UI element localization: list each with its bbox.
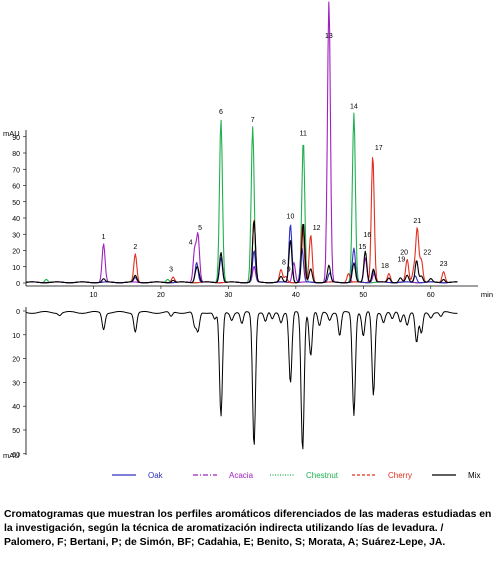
top-x-tick-label: 30 <box>224 292 232 299</box>
top-y-tick-label: 60 <box>12 184 20 191</box>
bottom-y-axis-label: mAU <box>3 451 20 460</box>
top-x-tick-label: 20 <box>157 292 165 299</box>
peak-label-4: 4 <box>189 239 193 246</box>
legend-label-oak: Oak <box>148 471 164 480</box>
top-y-tick-label: 20 <box>12 249 20 256</box>
legend-label-cherry: Cherry <box>388 471 412 480</box>
peak-label-2: 2 <box>133 244 137 251</box>
trace-oak <box>25 224 458 284</box>
chromatogram-figure: 0 10 20 30 40 50 60 70 80 90 mAU 10 20 30 40 50 60 min 0 10… <box>3 1 493 480</box>
peak-label-16: 16 <box>363 232 371 239</box>
top-x-axis-label: min <box>481 290 493 299</box>
legend-label-chestnut: Chestnut <box>306 471 339 480</box>
trace-acacia <box>25 1 458 284</box>
peak-label-17: 17 <box>375 145 383 152</box>
peak-label-8: 8 <box>282 260 286 267</box>
top-y-tick-label: 80 <box>12 151 20 158</box>
peak-label-15: 15 <box>358 244 366 251</box>
bottom-y-tick-label: 40 <box>12 404 20 411</box>
top-y-tick-label: 40 <box>12 216 20 223</box>
peak-label-18: 18 <box>381 263 389 270</box>
trace-mix <box>25 220 458 284</box>
top-y-tick-label: 50 <box>12 200 20 207</box>
peak-label-14: 14 <box>350 103 358 110</box>
figure-caption: Cromatogramas que muestran los perfiles … <box>4 509 492 548</box>
top-y-tick-label: 30 <box>12 232 20 239</box>
peak-label-21: 21 <box>413 218 421 225</box>
peak-label-13: 13 <box>325 33 333 40</box>
bottom-y-tick-label: 20 <box>12 357 20 364</box>
legend-label-mix: Mix <box>468 471 480 480</box>
bottom-y-tick-label: 0 <box>16 309 20 316</box>
bottom-y-tick-label: 60 <box>12 452 20 459</box>
trace-chestnut <box>25 112 458 284</box>
peak-label-20: 20 <box>400 250 408 257</box>
peak-label-6: 6 <box>219 109 223 116</box>
top-y-tick-label: 70 <box>12 167 20 174</box>
peak-label-23: 23 <box>440 261 448 268</box>
peak-label-9: 9 <box>287 266 291 273</box>
peak-label-22: 22 <box>423 250 431 257</box>
bottom-y-tick-label: 30 <box>12 380 20 387</box>
top-y-tick-label: 0 <box>16 281 20 288</box>
top-x-tick-label: 10 <box>90 292 98 299</box>
top-x-tick-label: 40 <box>292 292 300 299</box>
peak-label-1: 1 <box>102 234 106 241</box>
top-x-tick-label: 60 <box>427 292 435 299</box>
peak-label-19: 19 <box>398 256 406 263</box>
bottom-y-tick-label: 50 <box>12 428 20 435</box>
peak-label-5: 5 <box>198 225 202 232</box>
peak-label-3: 3 <box>169 266 173 273</box>
peak-label-11: 11 <box>300 130 307 137</box>
top-y-axis-label: mAU <box>3 129 20 138</box>
top-y-tick-label: 10 <box>12 265 20 272</box>
top-y-tick-label: 90 <box>12 135 20 142</box>
bottom-y-tick-label: 10 <box>12 333 20 340</box>
peak-label-10: 10 <box>287 214 295 221</box>
trace-cherry <box>25 157 458 284</box>
peak-label-7: 7 <box>251 117 255 124</box>
trace-bottom-mix <box>25 311 458 450</box>
legend-label-acacia: Acacia <box>229 471 254 480</box>
top-x-tick-label: 50 <box>359 292 367 299</box>
peak-label-12: 12 <box>313 225 321 232</box>
